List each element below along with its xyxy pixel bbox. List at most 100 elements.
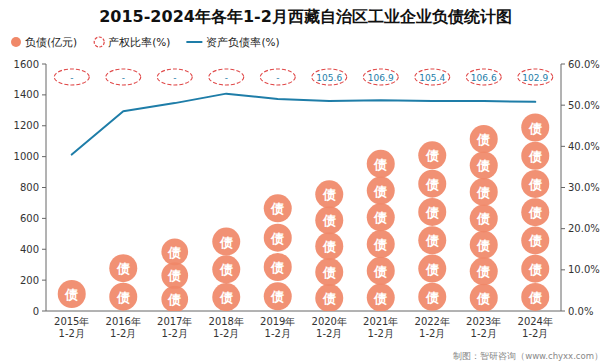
debt-dot — [418, 283, 446, 311]
y2-tick — [561, 146, 565, 147]
debt-dot-text: 债 — [322, 265, 336, 280]
debt-dot — [367, 230, 395, 258]
y-tick — [42, 218, 46, 219]
x-tick-label-line: 2020年 — [312, 316, 347, 327]
x-tick-label-line: 1-2月 — [59, 328, 85, 339]
legend: 负债(亿元)产权比率(%)资产负债率(%) — [11, 36, 280, 48]
equity-label: - — [276, 73, 279, 83]
debt-dot — [521, 170, 549, 198]
axes: 020040060080010001200140016000.0%10.0%20… — [14, 59, 600, 340]
equity-ellipse — [518, 69, 553, 85]
debt-dot-text: 债 — [528, 233, 542, 248]
x-tick-label: 2020年1-2月 — [312, 316, 347, 339]
debt-dot — [367, 257, 395, 285]
equity-label: - — [225, 73, 228, 83]
debt-dot — [212, 228, 240, 256]
x-tick-label-line: 1-2月 — [110, 328, 136, 339]
title: 2015-2024年各年1-2月西藏自治区工业企业负债统计图 — [99, 7, 512, 26]
debt-stack: 债债债债债债债 — [521, 114, 549, 311]
debt-dot — [315, 284, 343, 311]
debt-dot-text: 债 — [528, 262, 542, 277]
debt-dot — [470, 178, 498, 206]
y2-tick-label: 50.0% — [568, 100, 600, 111]
debt-dot-text: 债 — [167, 268, 181, 283]
debt-dot-text: 债 — [373, 210, 387, 225]
debt-stack: 债债债债债 — [315, 180, 343, 311]
y-tick — [42, 311, 46, 312]
debt-dot — [264, 194, 292, 222]
y-tick-label: 1200 — [14, 120, 39, 131]
equity-ellipse — [312, 69, 347, 85]
y2-tick — [561, 311, 565, 312]
y-tick-label: 0 — [33, 306, 39, 317]
debt-dot-text: 债 — [373, 237, 387, 252]
x-tick-label: 2023年1-2月 — [466, 316, 501, 339]
debt-dot-text: 债 — [373, 157, 387, 172]
legend-label: 资产负债率(%) — [206, 36, 279, 48]
debt-stack: 债债债债债债 — [418, 141, 446, 311]
equity-ellipse — [157, 69, 192, 85]
x-tick-label-line: 2022年 — [415, 316, 450, 327]
debt-dot — [58, 280, 86, 308]
footer: 制图：智研咨询（www.chyxx.com） — [453, 351, 603, 361]
equity-label: - — [173, 73, 176, 83]
debt-dot-text: 债 — [219, 290, 233, 305]
y-tick — [42, 280, 46, 281]
x-tick-label-line: 2019年 — [260, 316, 295, 327]
debt-stack: 债债债债 — [264, 194, 292, 310]
debt-dot — [109, 254, 137, 282]
debt-dot-text: 债 — [270, 231, 284, 246]
debt-dot — [470, 284, 498, 311]
debt-dot — [470, 125, 498, 153]
debt-dot — [212, 283, 240, 311]
debt-dot-text: 债 — [528, 205, 542, 220]
equity-label: 106.6 — [471, 73, 497, 83]
debt-dot-text: 债 — [425, 177, 439, 192]
x-tick-label-line: 2015年 — [54, 316, 89, 327]
debt-dot-text: 债 — [476, 185, 490, 200]
debt-stack: 债 — [58, 280, 86, 308]
debt-dot-text: 债 — [167, 245, 181, 260]
debt-dot — [315, 206, 343, 234]
debt-dot-text: 债 — [322, 187, 336, 202]
x-tick-label: 2021年1-2月 — [363, 316, 398, 339]
y2-tick — [561, 187, 565, 188]
legend-swatch — [94, 37, 104, 47]
debt-dot-text: 债 — [322, 213, 336, 228]
debt-dot-text: 债 — [528, 121, 542, 136]
equity-label: - — [122, 73, 125, 83]
debt-dot-text: 债 — [425, 262, 439, 277]
debt-dot — [521, 255, 549, 283]
debt-dot-text: 债 — [270, 289, 284, 304]
y-tick — [42, 249, 46, 250]
debt-dot-text: 债 — [476, 132, 490, 147]
y-tick — [42, 64, 46, 65]
debt-dot — [418, 198, 446, 226]
equity-ellipse — [106, 69, 141, 85]
debt-stack: 债债 — [109, 254, 137, 311]
x-tick-label: 2016年1-2月 — [106, 316, 141, 339]
debt-dot-text: 债 — [219, 262, 233, 277]
x-tick-label-line: 1-2月 — [368, 328, 394, 339]
chart: 2015-2024年各年1-2月西藏自治区工业企业负债统计图0200400600… — [0, 0, 611, 363]
x-tick-label: 2019年1-2月 — [260, 316, 295, 339]
x-tick-label: 2017年1-2月 — [157, 316, 192, 339]
equity-label: 106.9 — [368, 73, 394, 83]
x-tick-label: 2018年1-2月 — [209, 316, 244, 339]
debt-dot-text: 债 — [476, 158, 490, 173]
y-tick-label: 1000 — [14, 151, 39, 162]
debt-dot — [418, 170, 446, 198]
debt-dot — [161, 238, 188, 265]
x-tick-label-line: 1-2月 — [213, 328, 239, 339]
x-tick-label-line: 1-2月 — [522, 328, 548, 339]
debt-dot-text: 债 — [476, 264, 490, 279]
debt-dot-text: 债 — [528, 177, 542, 192]
y2-tick-label: 40.0% — [568, 141, 600, 152]
debt-dot — [470, 151, 498, 179]
y2-tick-label: 60.0% — [568, 59, 600, 70]
debt-dot — [315, 258, 343, 286]
debt-dot — [264, 253, 292, 281]
debt-stack: 债债债债债债 — [367, 150, 395, 311]
x-tick-label-line: 2016年 — [106, 316, 141, 327]
debt-dot-text: 债 — [116, 290, 130, 305]
